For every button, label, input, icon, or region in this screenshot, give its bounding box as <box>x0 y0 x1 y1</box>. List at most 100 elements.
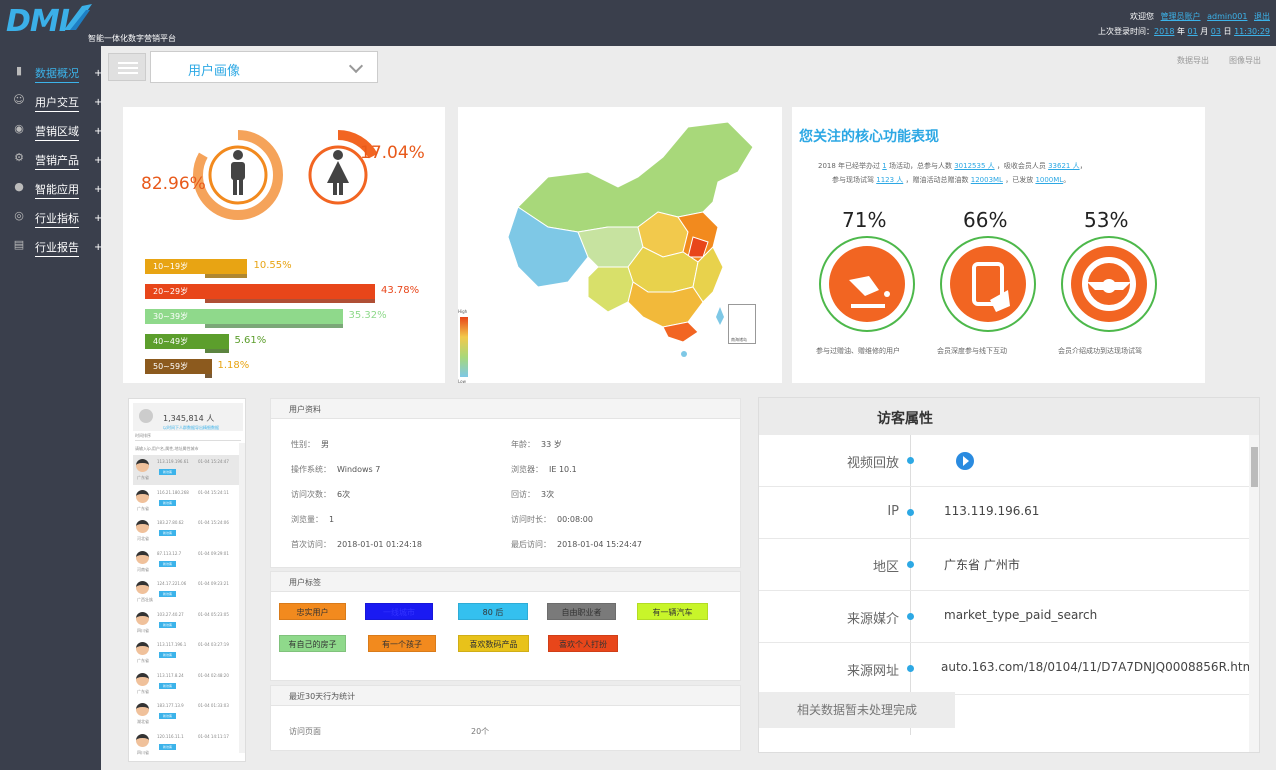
map-legend-high: High <box>458 309 468 314</box>
visitor-scrollbar[interactable] <box>1249 435 1259 752</box>
user-list-scrollbar[interactable] <box>239 443 245 753</box>
expand-plus-icon[interactable]: + <box>94 126 103 137</box>
user-list-panel: 1,345,814 人 以时间下人群数据导出精细数据 时间排序 请输入ip,用户… <box>128 398 246 762</box>
user-tag: 喜欢个人打扮 <box>548 635 618 652</box>
age-bar: 20~29岁 <box>145 284 375 299</box>
welcome-text: 欢迎您 <box>1130 12 1155 21</box>
male-ring <box>193 130 283 220</box>
export-image-link[interactable]: 图像导出 <box>1229 56 1261 65</box>
list-item[interactable]: 87.113.12.7 01-04 09:29:01 河南省 新访客 <box>133 547 241 577</box>
report-icon: ▤ <box>13 238 25 251</box>
expand-plus-icon[interactable]: + <box>94 68 103 79</box>
list-item[interactable]: 183.177.13.9 01-04 01:33:03 湖北省 新访客 <box>133 699 241 729</box>
view-dropdown[interactable]: 用户画像 <box>150 51 378 83</box>
play-icon[interactable] <box>956 452 974 470</box>
logo-swoosh-icon <box>64 4 92 30</box>
attr-label: 地区 <box>872 560 899 575</box>
metric-circle <box>940 236 1036 332</box>
field-value: 3次 <box>541 490 555 499</box>
user-tags-section: 用户标签 忠实用户 一线城市 80 后 自由职业者 有一辆汽车 有自己的房子 有一个孩子 喜欢… <box>270 571 741 681</box>
expand-plus-icon[interactable]: + <box>94 184 103 195</box>
location-pin-icon: ◉ <box>14 122 24 135</box>
metric-percentage: 71% <box>842 208 887 232</box>
field-value: Windows 7 <box>337 465 381 474</box>
attr-label: 来源媒介 <box>846 612 899 627</box>
field-key: 性别： <box>291 440 315 449</box>
sidebar-item-3[interactable]: ⚙ 营销产品 + <box>6 145 103 174</box>
timeline-dot <box>907 509 914 516</box>
user-filter-input[interactable]: 请输入ip,用户名,属性,地址属性城市 <box>135 446 199 451</box>
list-item[interactable]: 113.119.196.61 01-04 15:24:47 广东省 新访客 <box>133 455 241 485</box>
avatar <box>136 703 149 716</box>
field-value: 2018-01-04 15:24:47 <box>557 540 642 549</box>
avatar <box>136 520 149 533</box>
field-value: 1 <box>329 515 335 524</box>
username-link[interactable]: admin001 <box>1207 12 1248 21</box>
sort-dropdown[interactable]: 时间排序 <box>135 433 241 441</box>
user-tag: 有一个孩子 <box>368 635 436 652</box>
attr-label: IP <box>887 504 899 519</box>
profile-field: 浏览量： 1 <box>291 514 334 525</box>
new-visitor-badge: 新访客 <box>159 743 176 750</box>
field-value: 33 岁 <box>541 440 562 449</box>
expand-plus-icon[interactable]: + <box>94 155 103 166</box>
last-login-month: 01 <box>1187 27 1198 36</box>
profile-field: 性别： 男 <box>291 439 329 450</box>
list-item[interactable]: 113.117.8.24 01-04 02:48:20 广东省 新访客 <box>133 669 241 699</box>
list-item[interactable]: 124.17.221.06 01-04 09:23:21 广西壮族 新访客 <box>133 577 241 607</box>
core-metrics-title: 您关注的核心功能表现 <box>799 129 939 145</box>
list-item[interactable]: 116.21.180.268 01-04 15:24:11 广东省 新访客 <box>133 486 241 516</box>
sidebar-item-2[interactable]: ◉ 营销区域 + <box>6 116 103 145</box>
user-tag: 80 后 <box>458 603 528 620</box>
sidebar-item-0[interactable]: ▮ 数据概况 + <box>6 58 103 87</box>
list-item[interactable]: 113.117.196.1 01-04 03:27:19 广东省 新访客 <box>133 638 241 668</box>
user-tag: 自由职业者 <box>547 603 616 620</box>
list-item[interactable]: 103.27.40.27 01-04 05:23:05 四川省 新访客 <box>133 608 241 638</box>
user-list-header: 1,345,814 人 以时间下人群数据导出精细数据 <box>133 403 243 431</box>
sidebar: ▮ 数据概况 + ☺ 用户交互 + ◉ 营销区域 + ⚙ 营销产品 + ● 智能应用 + ◎ 行业指标 + ▤ 行业报… <box>0 46 103 770</box>
expand-plus-icon[interactable]: + <box>94 97 103 108</box>
avatar <box>136 611 149 625</box>
new-visitor-badge: 新访客 <box>159 682 176 689</box>
scrollbar-thumb[interactable] <box>1251 447 1258 487</box>
visitor-city: 四川省 <box>137 749 149 755</box>
people-icon <box>139 409 153 423</box>
list-item[interactable]: 183.27.80.62 01-04 15:24:06 河北省 新访客 <box>133 516 241 546</box>
metric-caption: 会员深度参与线下互动 <box>937 347 1007 355</box>
sidebar-item-label: 行业报告 <box>35 239 79 257</box>
female-percentage: 17.04% <box>360 143 425 163</box>
day-unit: 日 <box>1223 27 1232 36</box>
users-icon: ☺ <box>13 93 25 106</box>
profile-field: 最后访问： 2018-01-04 15:24:47 <box>511 539 642 550</box>
age-bar: 40~49岁 <box>145 334 229 349</box>
sidebar-item-6[interactable]: ▤ 行业报告 + <box>6 232 103 261</box>
attr-value: auto.163.com/18/0104/11/D7A7DNJQ0008856R… <box>941 660 1258 674</box>
last-login-time: 11:30:29 <box>1234 27 1270 36</box>
oil-wrench-icon <box>849 276 890 308</box>
menu-toggle-button[interactable] <box>108 53 146 81</box>
logout-link[interactable]: 退出 <box>1254 12 1270 21</box>
sidebar-item-4[interactable]: ● 智能应用 + <box>6 174 103 203</box>
account-type-link[interactable]: 管理员账户 <box>1160 12 1201 21</box>
visitor-city: 广西壮族 <box>137 597 153 602</box>
profile-field: 访问次数： 6次 <box>291 489 350 500</box>
list-item[interactable]: 120.116.11.1 01-04 14:11:17 四川省 新访客 <box>133 730 241 760</box>
field-key: 操作系统： <box>291 465 331 474</box>
user-info: 欢迎您 管理员账户 admin001 退出 上次登录时间：2018 年 01 月… <box>1098 9 1270 39</box>
sidebar-item-label: 营销产品 <box>35 152 79 170</box>
expand-plus-icon[interactable]: + <box>94 213 103 224</box>
gender-age-panel: 82.96% 17.04% 10~19岁 10.55% 20~29岁 43.78% 30… <box>123 107 445 383</box>
visitor-attr-row: 地区 广东省 广州市 <box>759 539 1249 591</box>
timeline-dot <box>907 613 914 620</box>
expand-plus-icon[interactable]: + <box>94 242 103 253</box>
export-users-link[interactable]: 以时间下人群数据导出精细数据 <box>163 425 219 430</box>
metric-caption: 会员介绍成功到达现场试驾 <box>1058 347 1142 355</box>
export-data-link[interactable]: 数据导出 <box>1177 56 1209 65</box>
sidebar-item-1[interactable]: ☺ 用户交互 + <box>6 87 103 116</box>
visitor-ip: 116.21.180.268 <box>157 489 189 495</box>
visitor-attr-row: 视频回放 <box>759 435 1249 487</box>
sidebar-item-5[interactable]: ◎ 行业指标 + <box>6 203 103 232</box>
user-tag: 有一辆汽车 <box>637 603 708 620</box>
sidebar-item-label: 用户交互 <box>35 94 79 112</box>
month-unit: 月 <box>1200 27 1209 36</box>
